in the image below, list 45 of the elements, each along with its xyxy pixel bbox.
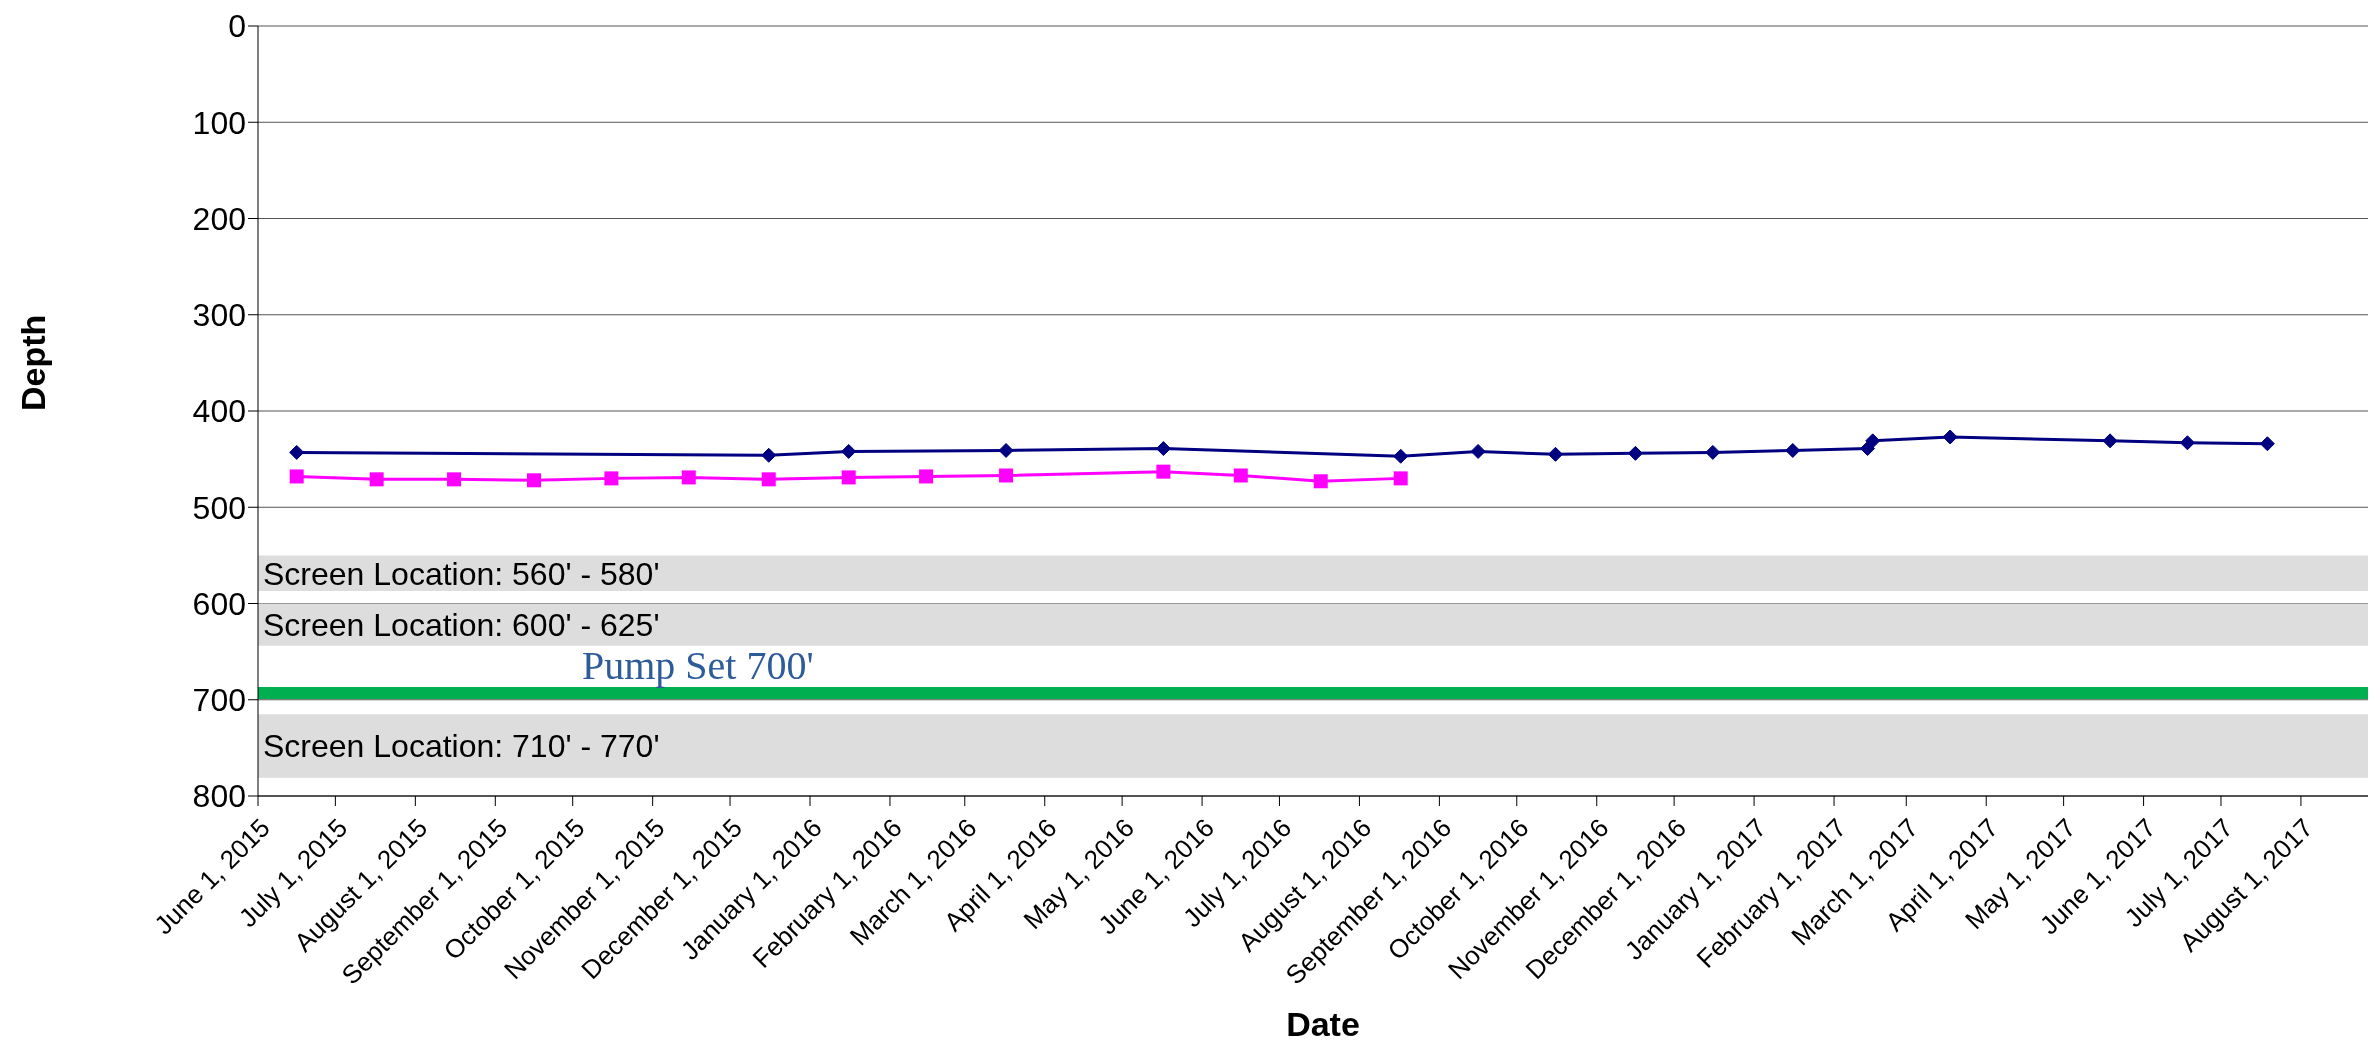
band-label: Screen Location: 560' - 580' xyxy=(263,555,660,592)
point xyxy=(369,472,384,487)
point xyxy=(841,470,856,485)
point xyxy=(681,470,696,485)
point xyxy=(2102,433,2118,449)
y-tick-label: 400 xyxy=(192,393,246,430)
band-label: Screen Location: 600' - 625' xyxy=(263,607,660,644)
point xyxy=(919,469,934,484)
point xyxy=(289,444,305,460)
point xyxy=(527,473,541,488)
y-tick-label: 800 xyxy=(192,778,246,815)
point xyxy=(1785,442,1801,458)
point xyxy=(1942,429,1958,445)
x-axis-title: Date xyxy=(1286,1005,1360,1043)
point xyxy=(1547,446,1563,462)
y-tick-label: 0 xyxy=(228,8,246,45)
point xyxy=(2179,435,2195,451)
y-tick-label: 100 xyxy=(192,104,246,141)
y-tick-label: 600 xyxy=(192,585,246,622)
point xyxy=(447,472,462,487)
point xyxy=(999,468,1014,483)
y-tick-label: 300 xyxy=(192,297,246,334)
point xyxy=(1155,441,1171,457)
point xyxy=(1313,474,1328,489)
point xyxy=(761,472,776,487)
y-tick-label: 500 xyxy=(192,489,246,526)
point xyxy=(1156,464,1171,479)
point xyxy=(1233,468,1248,483)
point xyxy=(1470,443,1486,459)
point xyxy=(1627,445,1643,461)
point xyxy=(1865,433,1881,449)
point xyxy=(1393,448,1409,464)
point xyxy=(604,471,619,486)
y-tick-label: 700 xyxy=(192,682,246,719)
y-tick-label: 200 xyxy=(192,200,246,237)
y-axis-title: Depth xyxy=(14,314,53,411)
ref-line-label: Pump Set 700' xyxy=(582,643,814,689)
point xyxy=(1393,471,1408,486)
point xyxy=(2259,436,2275,452)
point xyxy=(998,442,1014,458)
band-label: Screen Location: 710' - 770' xyxy=(263,728,660,765)
point xyxy=(761,447,777,463)
point xyxy=(289,469,304,484)
point xyxy=(1705,444,1721,460)
point xyxy=(841,443,857,459)
